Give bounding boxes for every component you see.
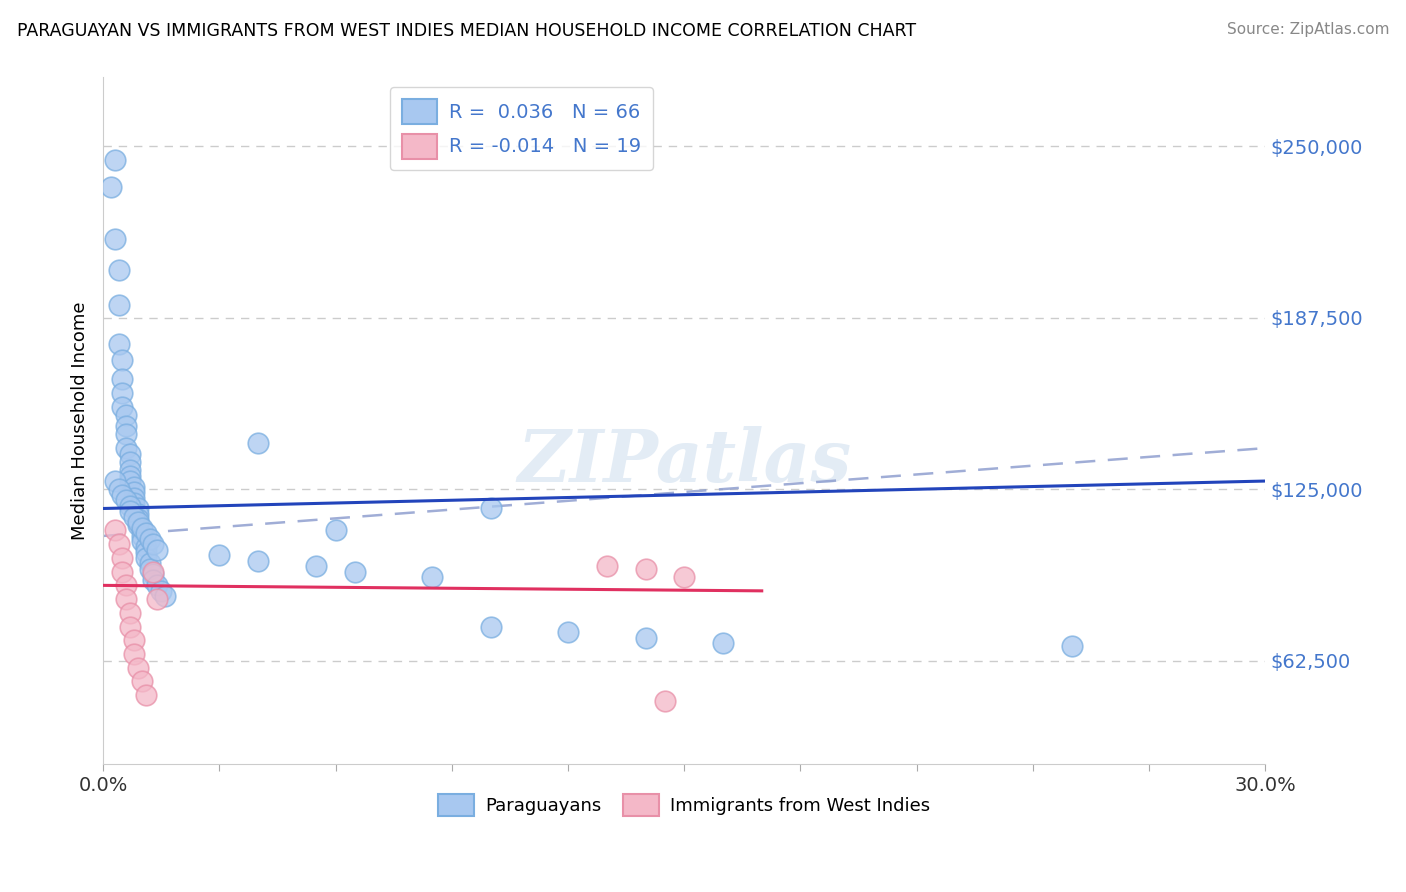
- Point: [115, 419, 138, 434]
- Text: Source: ZipAtlas.com: Source: ZipAtlas.com: [1226, 22, 1389, 37]
- Point: [104, 232, 127, 246]
- Point: [120, 463, 142, 477]
- Point: [127, 507, 149, 521]
- Point: [111, 372, 134, 386]
- Point: [115, 441, 138, 455]
- Point: [634, 631, 657, 645]
- Point: [115, 592, 138, 607]
- Point: [1060, 639, 1083, 653]
- Point: [135, 688, 157, 702]
- Point: [479, 619, 502, 633]
- Point: [111, 550, 134, 565]
- Point: [557, 625, 579, 640]
- Point: [153, 590, 176, 604]
- Point: [142, 537, 165, 551]
- Point: [115, 427, 138, 442]
- Point: [208, 548, 231, 562]
- Point: [122, 496, 145, 510]
- Point: [146, 592, 169, 607]
- Point: [142, 565, 165, 579]
- Point: [104, 524, 127, 538]
- Point: [111, 565, 134, 579]
- Point: [122, 647, 145, 661]
- Point: [138, 557, 160, 571]
- Point: [120, 455, 142, 469]
- Point: [122, 633, 145, 648]
- Point: [131, 534, 153, 549]
- Y-axis label: Median Household Income: Median Household Income: [72, 301, 89, 540]
- Point: [596, 559, 619, 574]
- Point: [135, 550, 157, 565]
- Point: [142, 573, 165, 587]
- Point: [135, 545, 157, 559]
- Point: [131, 674, 153, 689]
- Point: [127, 661, 149, 675]
- Point: [111, 386, 134, 401]
- Point: [247, 554, 270, 568]
- Point: [305, 559, 328, 574]
- Point: [138, 562, 160, 576]
- Point: [122, 491, 145, 505]
- Text: PARAGUAYAN VS IMMIGRANTS FROM WEST INDIES MEDIAN HOUSEHOLD INCOME CORRELATION CH: PARAGUAYAN VS IMMIGRANTS FROM WEST INDIE…: [17, 22, 915, 40]
- Point: [422, 570, 444, 584]
- Point: [131, 521, 153, 535]
- Point: [111, 400, 134, 414]
- Text: ZIPatlas: ZIPatlas: [517, 426, 851, 498]
- Point: [325, 524, 347, 538]
- Point: [122, 479, 145, 493]
- Point: [120, 446, 142, 460]
- Point: [135, 540, 157, 554]
- Point: [131, 529, 153, 543]
- Point: [120, 606, 142, 620]
- Point: [247, 435, 270, 450]
- Point: [146, 578, 169, 592]
- Point: [107, 537, 129, 551]
- Legend: Paraguayans, Immigrants from West Indies: Paraguayans, Immigrants from West Indies: [432, 787, 938, 823]
- Point: [111, 353, 134, 368]
- Point: [104, 474, 127, 488]
- Point: [146, 542, 169, 557]
- Point: [111, 488, 134, 502]
- Point: [120, 499, 142, 513]
- Point: [127, 518, 149, 533]
- Point: [100, 180, 122, 194]
- Point: [138, 532, 160, 546]
- Point: [142, 567, 165, 582]
- Point: [115, 578, 138, 592]
- Point: [122, 485, 145, 500]
- Point: [107, 262, 129, 277]
- Point: [131, 524, 153, 538]
- Point: [120, 468, 142, 483]
- Point: [115, 408, 138, 422]
- Point: [343, 565, 366, 579]
- Point: [127, 512, 149, 526]
- Point: [127, 501, 149, 516]
- Point: [127, 515, 149, 529]
- Point: [711, 636, 734, 650]
- Point: [107, 336, 129, 351]
- Point: [122, 509, 145, 524]
- Point: [107, 483, 129, 497]
- Point: [673, 570, 696, 584]
- Point: [479, 501, 502, 516]
- Point: [104, 153, 127, 167]
- Point: [120, 504, 142, 518]
- Point: [135, 526, 157, 541]
- Point: [120, 474, 142, 488]
- Point: [120, 619, 142, 633]
- Point: [107, 298, 129, 312]
- Point: [150, 583, 173, 598]
- Point: [115, 493, 138, 508]
- Point: [654, 694, 676, 708]
- Point: [634, 562, 657, 576]
